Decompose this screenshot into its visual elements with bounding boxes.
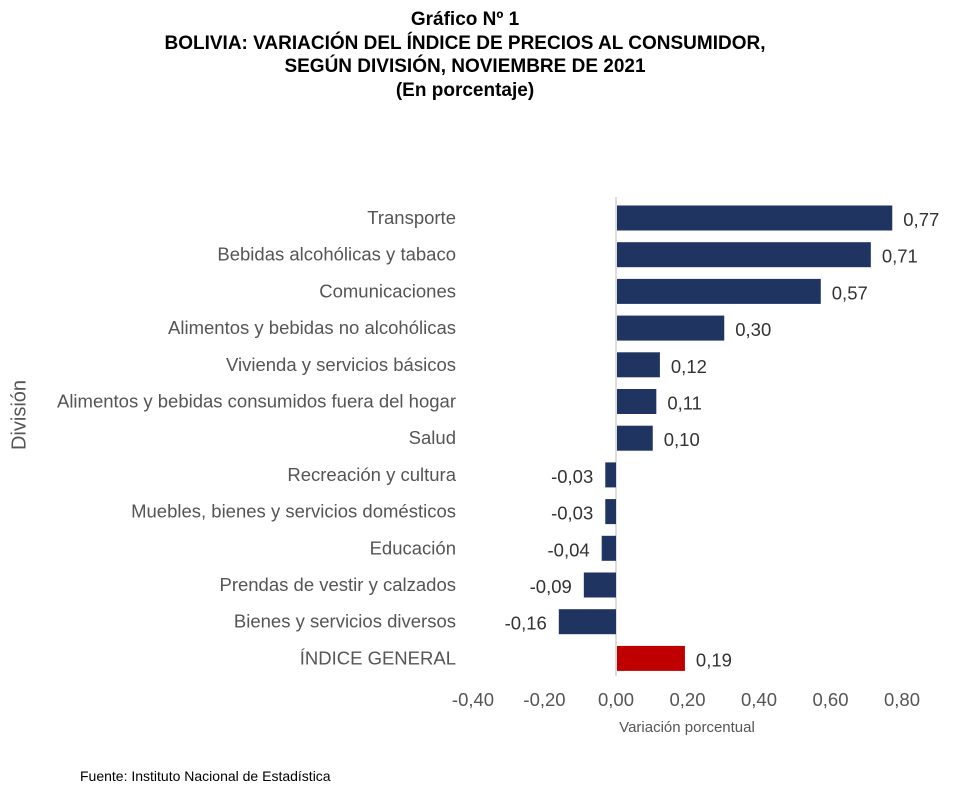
category-label: Alimentos y bebidas no alcohólicas (168, 317, 456, 338)
category-label: Bebidas alcohólicas y tabaco (217, 244, 456, 265)
category-label: Vivienda y servicios básicos (226, 354, 456, 375)
title-line-3: SEGÚN DIVISIÓN, NOVIEMBRE DE 2021 (284, 56, 646, 77)
x-tick-label: -0,20 (523, 689, 565, 710)
x-axis-label: Variación porcentual (619, 719, 755, 736)
title-line-2: BOLIVIA: VARIACIÓN DEL ÍNDICE DE PRECIOS… (164, 32, 766, 54)
bar (617, 389, 657, 414)
category-label: Educación (370, 537, 456, 558)
value-label: 0,30 (735, 319, 771, 340)
value-label: 0,19 (696, 649, 732, 670)
chart-title: Gráfico Nº 1 BOLIVIA: VARIACIÓN DEL ÍNDI… (0, 8, 930, 102)
title-line-1: Gráfico Nº 1 (410, 9, 520, 30)
value-label: -0,03 (551, 503, 593, 524)
category-label: Prendas de vestir y calzados (219, 574, 456, 595)
bar (617, 315, 725, 341)
category-label: ÍNDICE GENERAL (300, 647, 456, 668)
bar (617, 425, 653, 451)
bar (558, 609, 616, 635)
bar (605, 499, 616, 525)
source-note: Fuente: Instituto Nacional de Estadístic… (80, 768, 331, 784)
x-tick-label: 0,40 (741, 689, 777, 710)
value-label: 0,10 (664, 429, 700, 450)
bar (617, 352, 660, 378)
category-label: Salud (409, 427, 456, 448)
category-label: Alimentos y bebidas consumidos fuera del… (57, 391, 456, 412)
x-tick-label: -0,40 (452, 689, 494, 710)
x-tick-label: 0,60 (812, 689, 848, 710)
title-line-4: (En porcentaje) (395, 79, 535, 101)
bar (617, 278, 821, 304)
value-label: -0,16 (505, 613, 547, 634)
category-label: Muebles, bienes y servicios domésticos (131, 501, 456, 522)
category-label: Comunicaciones (319, 280, 456, 301)
bar (605, 462, 616, 488)
bar (617, 242, 871, 268)
category-label: Bienes y servicios diversos (234, 611, 456, 632)
bar (601, 535, 616, 561)
x-tick-label: 0,00 (598, 689, 634, 710)
value-label: -0,09 (530, 576, 572, 597)
value-label: 0,77 (903, 209, 939, 230)
value-label: -0,03 (551, 466, 593, 487)
category-label: Recreación y cultura (287, 464, 456, 485)
bar (617, 205, 893, 231)
value-label: 0,57 (832, 282, 868, 303)
x-tick-label: 0,80 (884, 689, 920, 710)
bar (617, 645, 685, 671)
value-label: -0,04 (548, 539, 590, 560)
x-tick-label: 0,20 (669, 689, 705, 710)
value-label: 0,11 (667, 393, 702, 414)
bar (583, 572, 616, 598)
category-label: Transporte (367, 207, 456, 228)
value-label: 0,71 (882, 246, 918, 267)
value-label: 0,12 (671, 356, 707, 377)
